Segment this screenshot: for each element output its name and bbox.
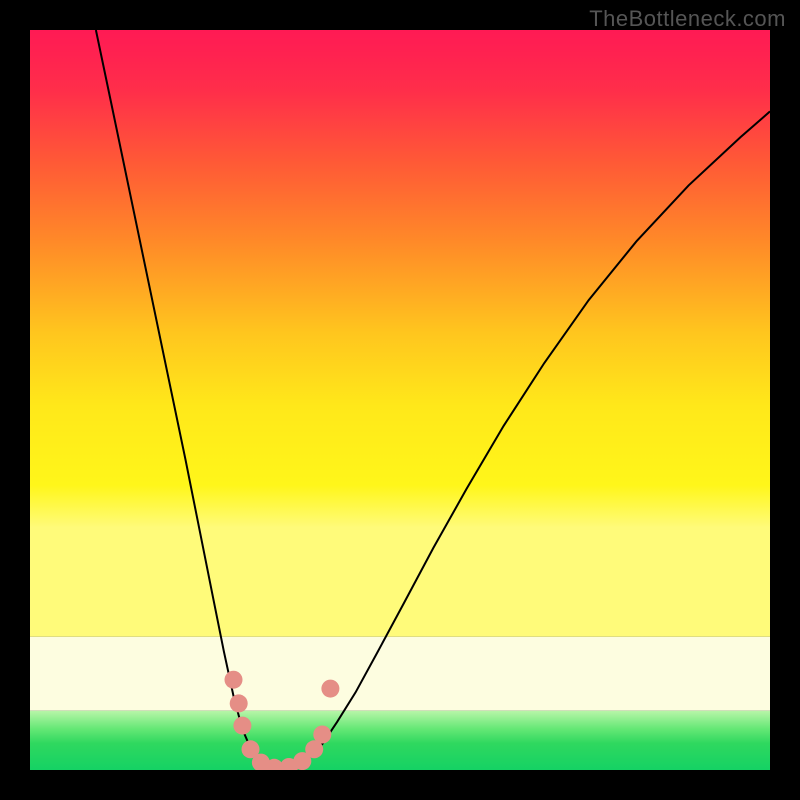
curve-marker: [230, 694, 248, 712]
curve-marker: [321, 680, 339, 698]
curve-markers: [225, 671, 340, 770]
curve-marker: [313, 726, 331, 744]
plot-frame: [30, 30, 770, 770]
curve-marker: [225, 671, 243, 689]
watermark-text: TheBottleneck.com: [589, 6, 786, 32]
bottleneck-curve: [30, 30, 770, 770]
curve-marker: [233, 717, 251, 735]
